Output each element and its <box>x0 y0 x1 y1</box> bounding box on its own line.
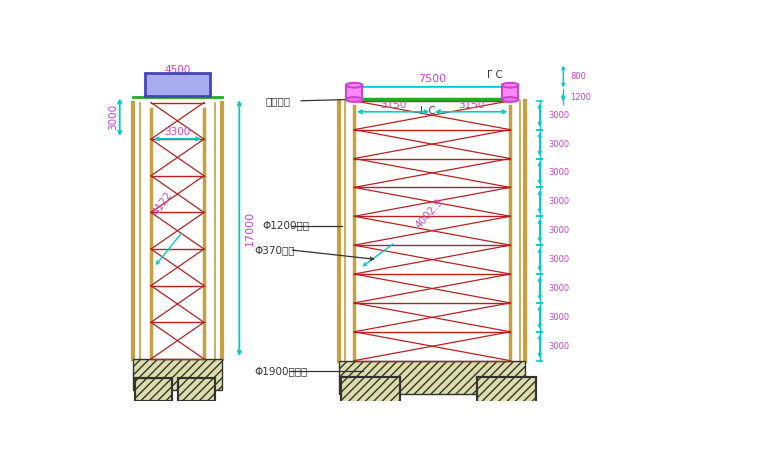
Text: 3000: 3000 <box>549 168 570 177</box>
Text: 4500: 4500 <box>164 66 191 76</box>
Text: 3000: 3000 <box>108 104 118 130</box>
FancyBboxPatch shape <box>145 73 210 95</box>
Ellipse shape <box>346 83 363 88</box>
Text: 1200: 1200 <box>570 93 591 102</box>
Ellipse shape <box>502 83 518 88</box>
Text: Γ C: Γ C <box>486 70 502 80</box>
Text: Φ370钢管: Φ370钢管 <box>254 245 295 255</box>
Text: 3300: 3300 <box>164 127 191 137</box>
Bar <box>346 85 363 99</box>
Ellipse shape <box>502 97 518 102</box>
Text: 800: 800 <box>570 72 586 81</box>
Text: 3000: 3000 <box>549 111 570 120</box>
FancyBboxPatch shape <box>135 378 173 400</box>
Text: 3000: 3000 <box>549 342 570 351</box>
Text: 3000: 3000 <box>549 255 570 264</box>
FancyBboxPatch shape <box>341 377 400 404</box>
Text: Φ1200钢管: Φ1200钢管 <box>263 220 310 230</box>
Text: Φ1900钢护筒: Φ1900钢护筒 <box>254 366 307 376</box>
Bar <box>133 359 222 390</box>
Bar <box>340 360 525 394</box>
Bar <box>502 85 518 99</box>
FancyBboxPatch shape <box>477 377 536 404</box>
Text: L C: L C <box>420 106 435 116</box>
Text: 4002.9: 4002.9 <box>413 197 445 230</box>
Text: 17000: 17000 <box>245 211 255 246</box>
Text: 顶托模梁: 顶托模梁 <box>266 96 291 106</box>
Text: 3000: 3000 <box>549 313 570 322</box>
Text: 3000: 3000 <box>549 226 570 235</box>
Text: 3150: 3150 <box>380 99 407 110</box>
FancyBboxPatch shape <box>178 378 215 400</box>
Text: 4122: 4122 <box>151 189 175 217</box>
Ellipse shape <box>346 97 363 102</box>
Text: 7500: 7500 <box>418 74 446 84</box>
Text: 3000: 3000 <box>549 140 570 148</box>
Text: 3000: 3000 <box>549 198 570 207</box>
Text: 3150: 3150 <box>458 99 484 110</box>
Text: 3000: 3000 <box>549 284 570 293</box>
